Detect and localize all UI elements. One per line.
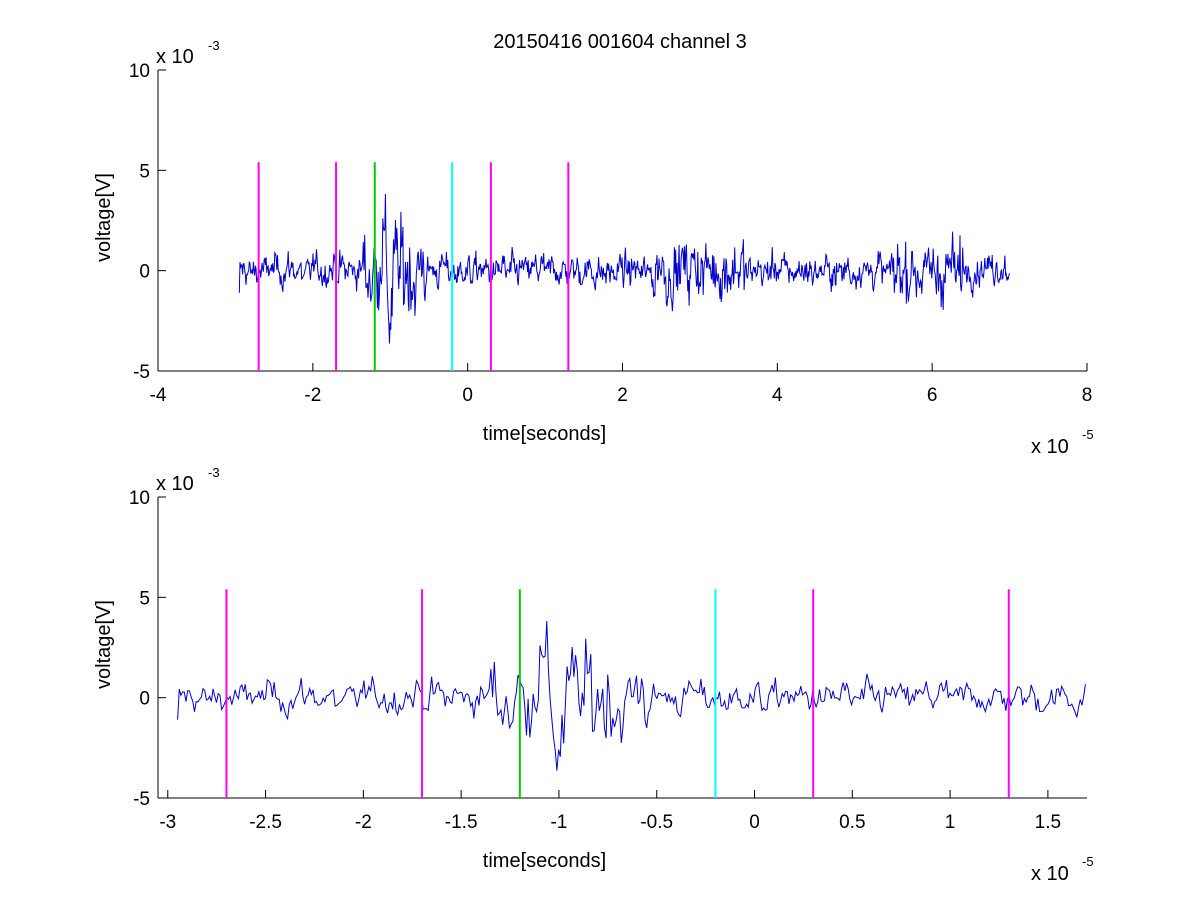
- x-tick-label: -4: [150, 385, 167, 406]
- x-multiplier-exponent: -5: [1082, 854, 1094, 869]
- voltage-trace: [177, 620, 1086, 771]
- y-multiplier-exponent: -3: [208, 38, 220, 53]
- x-tick-label: -3: [159, 812, 176, 833]
- y-tick-label: 5: [139, 161, 150, 182]
- x-tick-label: 2: [617, 385, 628, 406]
- y-tick-label: 0: [139, 262, 150, 283]
- y-tick-label: 5: [139, 588, 150, 609]
- x-tick-label: 8: [1082, 385, 1093, 406]
- x-axis-label: time[seconds]: [483, 423, 606, 445]
- x-tick-label: -0.5: [640, 812, 673, 833]
- x-tick-label: 6: [927, 385, 938, 406]
- x-tick-label: -2.5: [249, 812, 282, 833]
- y-multiplier-exponent: -3: [208, 465, 220, 480]
- y-axis-label: voltage[V]: [93, 600, 115, 689]
- y-multiplier-label: x 10: [156, 473, 194, 495]
- x-tick-label: 1: [945, 812, 956, 833]
- x-multiplier-label: x 10: [1031, 436, 1069, 458]
- x-tick-label: 0: [462, 385, 473, 406]
- x-axis-label: time[seconds]: [483, 850, 606, 872]
- y-tick-label: 10: [129, 61, 150, 82]
- y-tick-label: -5: [133, 789, 150, 810]
- voltage-trace: [238, 193, 1011, 344]
- y-tick-label: 10: [129, 488, 150, 509]
- x-tick-label: 1.5: [1035, 812, 1061, 833]
- x-tick-label: -2: [355, 812, 372, 833]
- figure-title: 20150416 001604 channel 3: [493, 31, 747, 53]
- y-axis-label: voltage[V]: [93, 173, 115, 262]
- x-multiplier-exponent: -5: [1082, 427, 1094, 442]
- x-tick-label: -1.5: [445, 812, 478, 833]
- x-tick-label: -1: [550, 812, 567, 833]
- top-axes: -4 -2 0 2 4 6 8 -5 0 5 10 time[seconds] voltage[V] x …: [93, 38, 1094, 458]
- y-multiplier-label: x 10: [156, 46, 194, 68]
- x-tick-label: -2: [304, 385, 321, 406]
- x-tick-label: 0.5: [839, 812, 865, 833]
- x-multiplier-label: x 10: [1031, 863, 1069, 885]
- x-tick-label: 0: [749, 812, 760, 833]
- y-tick-label: -5: [133, 362, 150, 383]
- y-tick-label: 0: [139, 689, 150, 710]
- bottom-axes: -3 -2.5 -2 -1.5 -1 -0.5 0 0.5 1 1.5 -5 0 5 10 time[sec…: [93, 465, 1094, 885]
- x-tick-label: 4: [772, 385, 783, 406]
